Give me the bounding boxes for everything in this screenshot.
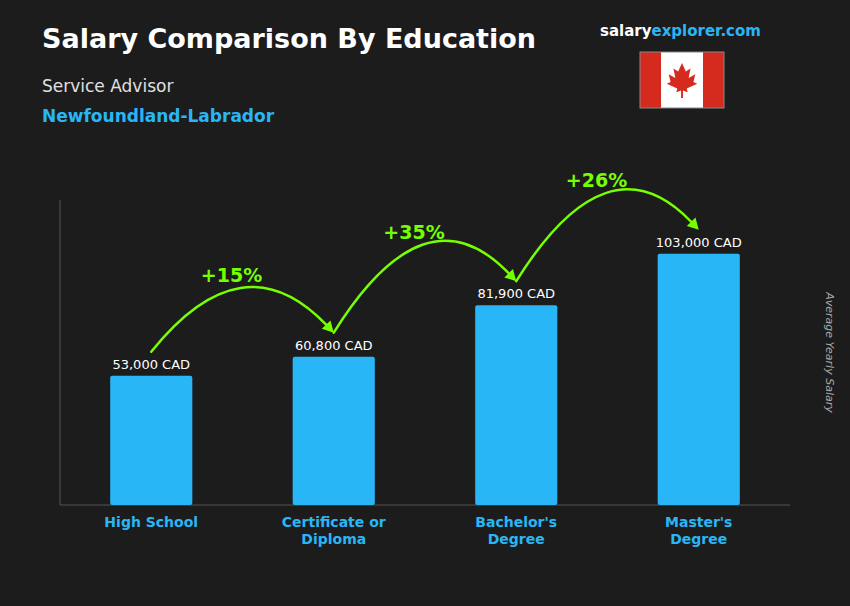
change-arrow <box>334 241 509 333</box>
annotation: +35% <box>383 221 444 243</box>
change-arrow <box>516 189 691 281</box>
data-label: 81,900 CAD <box>477 286 555 301</box>
flag-band <box>703 52 724 108</box>
annotation: +15% <box>201 264 262 286</box>
x-tick-label: Bachelor'sDegree <box>475 514 557 547</box>
bar <box>293 357 375 505</box>
change-arrowhead <box>687 218 699 230</box>
bars <box>110 254 740 505</box>
bar <box>658 254 740 505</box>
location: Newfoundland-Labrador <box>42 106 275 126</box>
background <box>0 0 850 606</box>
brand: salaryexplorer.com <box>600 22 761 40</box>
x-tick-label: Master'sDegree <box>665 514 732 547</box>
x-tick-label: Certificate orDiploma <box>282 514 386 547</box>
y-axis-line <box>60 200 61 505</box>
bar <box>475 305 557 505</box>
annotation: +26% <box>566 169 627 191</box>
chart-container: Salary Comparison By Education Service Ad… <box>0 0 850 606</box>
y-axis-label: Average Yearly Salary <box>823 291 836 413</box>
flag-border <box>640 52 724 108</box>
brand-part: .com <box>720 22 761 40</box>
chart-svg: Salary Comparison By Education Service Ad… <box>0 0 850 606</box>
subtitle: Service Advisor <box>42 76 173 96</box>
flag-field <box>640 52 724 108</box>
title: Salary Comparison By Education <box>42 23 536 54</box>
change-arrowhead <box>322 321 334 333</box>
change-arrow <box>151 287 326 352</box>
brand-part: salary <box>600 22 652 40</box>
flag-band <box>640 52 661 108</box>
flag-leaf <box>667 63 697 98</box>
x-tick-label: High School <box>104 514 198 530</box>
brand-part: explorer <box>652 22 724 40</box>
data-label: 53,000 CAD <box>112 357 190 372</box>
change-arrowhead <box>504 269 516 281</box>
data-label: 60,800 CAD <box>295 338 373 353</box>
bar <box>110 376 192 505</box>
flag <box>640 52 724 108</box>
data-label: 103,000 CAD <box>656 235 742 250</box>
